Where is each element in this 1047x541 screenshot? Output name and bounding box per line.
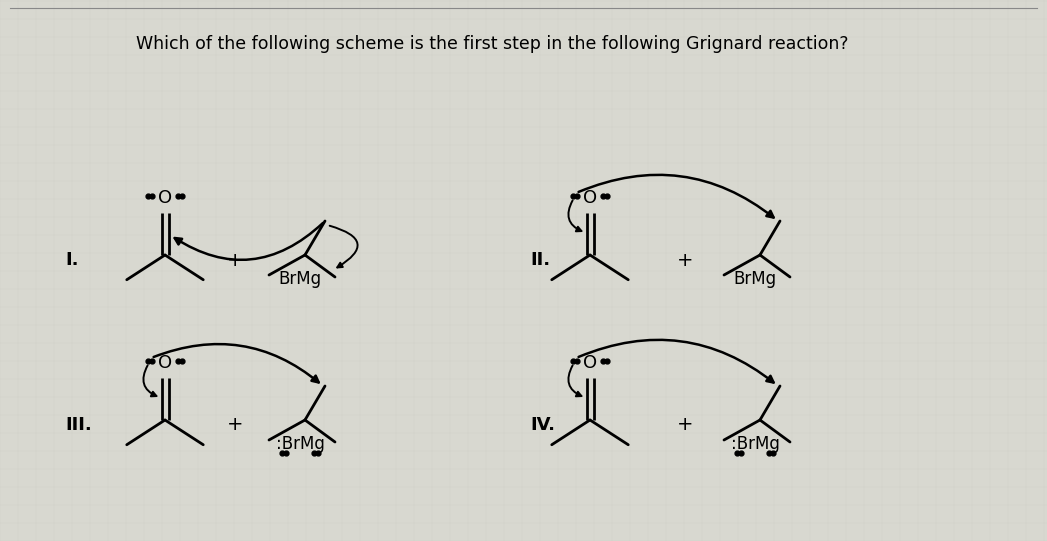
Text: +: + bbox=[227, 415, 243, 434]
Text: BrMg: BrMg bbox=[279, 270, 321, 288]
Text: Which of the following scheme is the first step in the following Grignard reacti: Which of the following scheme is the fir… bbox=[136, 35, 848, 53]
Text: BrMg: BrMg bbox=[734, 270, 777, 288]
Text: I.: I. bbox=[65, 251, 79, 269]
Text: III.: III. bbox=[65, 416, 92, 434]
Text: :BrMg: :BrMg bbox=[731, 435, 779, 453]
Text: O: O bbox=[158, 189, 172, 207]
Text: IV.: IV. bbox=[530, 416, 555, 434]
Text: O: O bbox=[158, 354, 172, 372]
Text: :BrMg: :BrMg bbox=[275, 435, 325, 453]
Text: +: + bbox=[676, 415, 693, 434]
Text: +: + bbox=[227, 250, 243, 269]
Text: O: O bbox=[583, 189, 597, 207]
Text: II.: II. bbox=[530, 251, 550, 269]
Text: O: O bbox=[583, 354, 597, 372]
Text: +: + bbox=[676, 250, 693, 269]
